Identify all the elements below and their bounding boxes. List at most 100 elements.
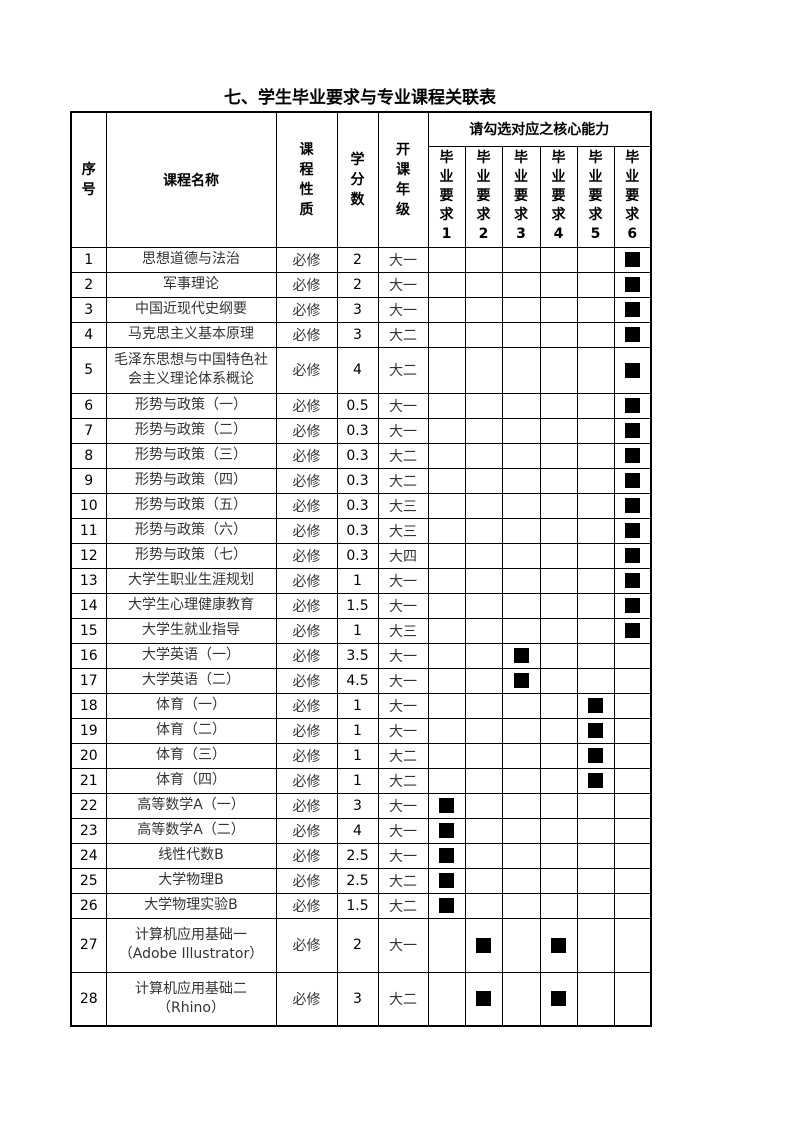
requirement-3-cell[interactable] — [501, 246, 541, 273]
requirement-6-cell[interactable] — [613, 842, 652, 869]
requirement-5-cell[interactable] — [576, 767, 615, 794]
requirement-3-cell[interactable] — [501, 717, 541, 744]
requirement-1-cell[interactable] — [427, 617, 466, 644]
requirement-5-cell[interactable] — [576, 246, 615, 273]
requirement-4-cell[interactable] — [539, 692, 578, 719]
requirement-1-cell[interactable] — [427, 346, 466, 394]
requirement-5-cell[interactable] — [576, 692, 615, 719]
requirement-6-cell[interactable] — [613, 246, 652, 273]
requirement-1-cell[interactable] — [427, 917, 466, 973]
requirement-6-cell[interactable] — [613, 417, 652, 444]
requirement-5-cell[interactable] — [576, 346, 615, 394]
requirement-3-cell[interactable] — [501, 917, 541, 973]
requirement-3-cell[interactable] — [501, 517, 541, 544]
requirement-6-cell[interactable] — [613, 692, 652, 719]
requirement-5-cell[interactable] — [576, 867, 615, 894]
requirement-3-cell[interactable] — [501, 567, 541, 594]
requirement-6-cell[interactable] — [613, 667, 652, 694]
requirement-6-cell[interactable] — [613, 892, 652, 919]
requirement-6-cell[interactable] — [613, 617, 652, 644]
requirement-4-cell[interactable] — [539, 667, 578, 694]
requirement-3-cell[interactable] — [501, 692, 541, 719]
requirement-1-cell[interactable] — [427, 417, 466, 444]
requirement-4-cell[interactable] — [539, 296, 578, 323]
requirement-6-cell[interactable] — [613, 792, 652, 819]
requirement-2-cell[interactable] — [464, 392, 503, 419]
requirement-2-cell[interactable] — [464, 667, 503, 694]
requirement-3-cell[interactable] — [501, 467, 541, 494]
requirement-5-cell[interactable] — [576, 321, 615, 348]
requirement-2-cell[interactable] — [464, 642, 503, 669]
requirement-5-cell[interactable] — [576, 717, 615, 744]
requirement-2-cell[interactable] — [464, 717, 503, 744]
requirement-4-cell[interactable] — [539, 271, 578, 298]
requirement-3-cell[interactable] — [501, 417, 541, 444]
requirement-6-cell[interactable] — [613, 742, 652, 769]
requirement-6-cell[interactable] — [613, 867, 652, 894]
requirement-1-cell[interactable] — [427, 442, 466, 469]
requirement-2-cell[interactable] — [464, 917, 503, 973]
requirement-4-cell[interactable] — [539, 442, 578, 469]
requirement-5-cell[interactable] — [576, 817, 615, 844]
requirement-4-cell[interactable] — [539, 767, 578, 794]
requirement-2-cell[interactable] — [464, 617, 503, 644]
requirement-6-cell[interactable] — [613, 346, 652, 394]
requirement-1-cell[interactable] — [427, 971, 466, 1027]
requirement-4-cell[interactable] — [539, 467, 578, 494]
requirement-4-cell[interactable] — [539, 917, 578, 973]
requirement-2-cell[interactable] — [464, 971, 503, 1027]
requirement-4-cell[interactable] — [539, 867, 578, 894]
requirement-6-cell[interactable] — [613, 971, 652, 1027]
requirement-1-cell[interactable] — [427, 717, 466, 744]
requirement-6-cell[interactable] — [613, 817, 652, 844]
requirement-2-cell[interactable] — [464, 321, 503, 348]
requirement-2-cell[interactable] — [464, 817, 503, 844]
requirement-4-cell[interactable] — [539, 642, 578, 669]
requirement-2-cell[interactable] — [464, 567, 503, 594]
requirement-5-cell[interactable] — [576, 442, 615, 469]
requirement-5-cell[interactable] — [576, 742, 615, 769]
requirement-1-cell[interactable] — [427, 246, 466, 273]
requirement-4-cell[interactable] — [539, 717, 578, 744]
requirement-5-cell[interactable] — [576, 392, 615, 419]
requirement-2-cell[interactable] — [464, 467, 503, 494]
requirement-4-cell[interactable] — [539, 392, 578, 419]
requirement-6-cell[interactable] — [613, 442, 652, 469]
requirement-2-cell[interactable] — [464, 271, 503, 298]
requirement-1-cell[interactable] — [427, 321, 466, 348]
requirement-1-cell[interactable] — [427, 517, 466, 544]
requirement-6-cell[interactable] — [613, 321, 652, 348]
requirement-5-cell[interactable] — [576, 271, 615, 298]
requirement-5-cell[interactable] — [576, 667, 615, 694]
requirement-4-cell[interactable] — [539, 971, 578, 1027]
requirement-2-cell[interactable] — [464, 246, 503, 273]
requirement-3-cell[interactable] — [501, 617, 541, 644]
requirement-4-cell[interactable] — [539, 246, 578, 273]
requirement-1-cell[interactable] — [427, 742, 466, 769]
requirement-3-cell[interactable] — [501, 321, 541, 348]
requirement-5-cell[interactable] — [576, 517, 615, 544]
requirement-3-cell[interactable] — [501, 492, 541, 519]
requirement-6-cell[interactable] — [613, 517, 652, 544]
requirement-3-cell[interactable] — [501, 392, 541, 419]
requirement-3-cell[interactable] — [501, 767, 541, 794]
requirement-4-cell[interactable] — [539, 517, 578, 544]
requirement-6-cell[interactable] — [613, 467, 652, 494]
requirement-2-cell[interactable] — [464, 417, 503, 444]
requirement-6-cell[interactable] — [613, 592, 652, 619]
requirement-2-cell[interactable] — [464, 692, 503, 719]
requirement-2-cell[interactable] — [464, 792, 503, 819]
requirement-6-cell[interactable] — [613, 717, 652, 744]
requirement-1-cell[interactable] — [427, 892, 466, 919]
requirement-3-cell[interactable] — [501, 296, 541, 323]
requirement-4-cell[interactable] — [539, 346, 578, 394]
requirement-5-cell[interactable] — [576, 467, 615, 494]
requirement-1-cell[interactable] — [427, 842, 466, 869]
requirement-6-cell[interactable] — [613, 271, 652, 298]
requirement-1-cell[interactable] — [427, 792, 466, 819]
requirement-3-cell[interactable] — [501, 667, 541, 694]
requirement-6-cell[interactable] — [613, 542, 652, 569]
requirement-3-cell[interactable] — [501, 642, 541, 669]
requirement-3-cell[interactable] — [501, 271, 541, 298]
requirement-1-cell[interactable] — [427, 492, 466, 519]
